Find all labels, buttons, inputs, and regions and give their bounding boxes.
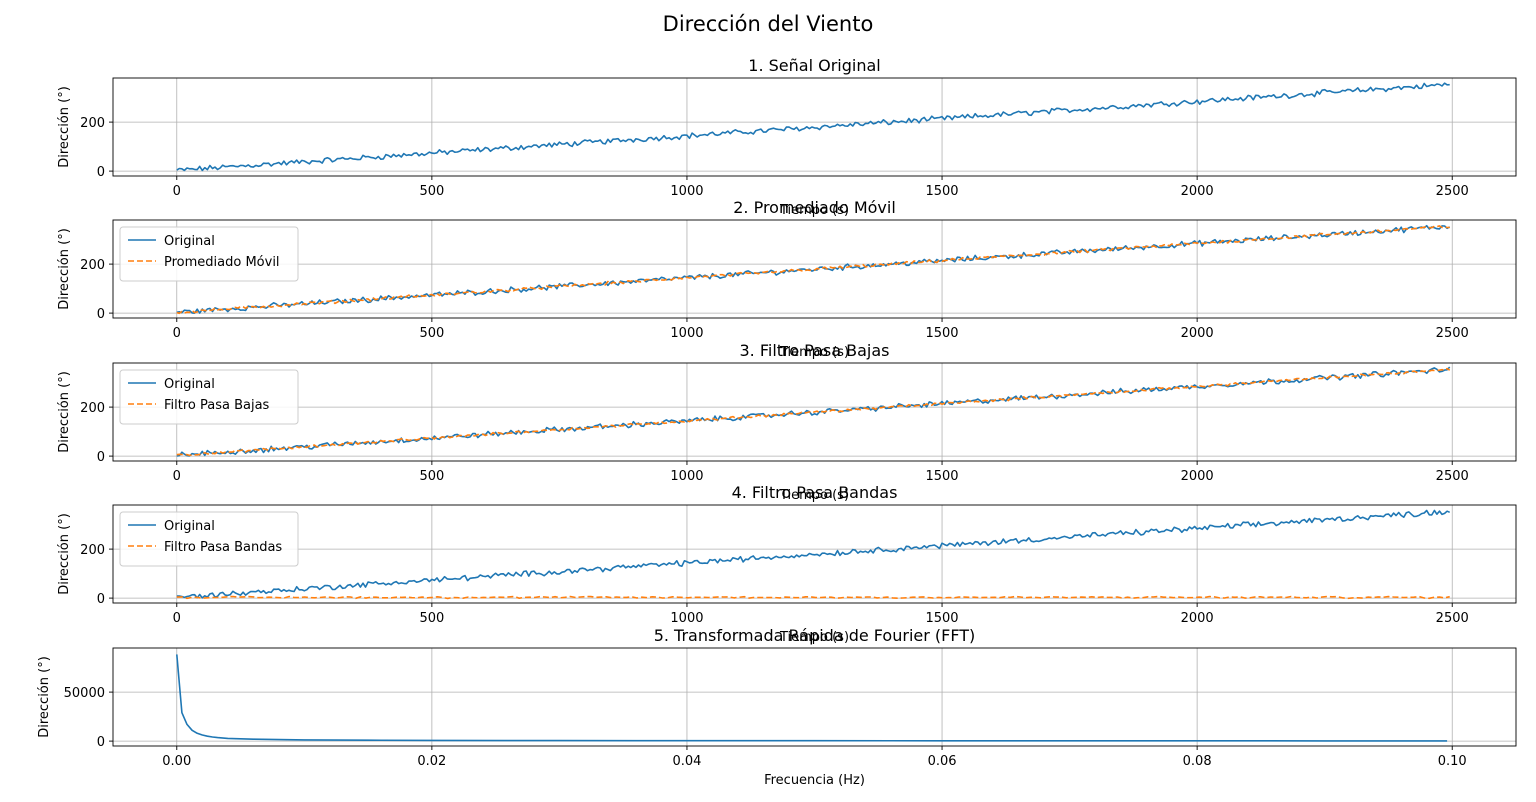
series-group — [176, 366, 1451, 457]
subplot-title: 5. Transformada Rápida de Fourier (FFT) — [654, 626, 976, 645]
y-axis-label: Dirección (°) — [57, 86, 72, 168]
subplot-title: 1. Señal Original — [748, 56, 880, 75]
x-tick-label: 500 — [419, 469, 444, 484]
y-tick-label: 0 — [97, 592, 105, 607]
x-axis-label: Tiempo (s) — [779, 203, 849, 218]
legend-label: Filtro Pasa Bajas — [164, 398, 270, 413]
series-line-filtro-pasa-bandas — [176, 595, 1450, 600]
x-tick-label: 0.06 — [928, 754, 957, 769]
subplot-title: 2. Promediado Móvil — [733, 198, 896, 217]
x-tick-label: 0.04 — [672, 754, 701, 769]
series-group — [176, 82, 1450, 172]
x-tick-label: 2500 — [1436, 469, 1469, 484]
y-tick-label: 0 — [97, 307, 105, 322]
x-axis-label: Frecuencia (Hz) — [764, 773, 865, 788]
x-tick-label: 0 — [173, 611, 181, 626]
x-tick-label: 2000 — [1181, 611, 1214, 626]
legend: Original Filtro Pasa Bajas — [119, 369, 299, 425]
y-tick-label: 0 — [97, 735, 105, 750]
x-tick-label: 2500 — [1436, 326, 1469, 341]
x-tick-label: 0.00 — [162, 754, 191, 769]
subplot-2: 0 500 1000 1500 2000 2500 0 200 2. Promediado Mó… — [57, 198, 1517, 360]
x-tick-label: 0.02 — [417, 754, 446, 769]
legend-box — [119, 369, 299, 425]
x-tick-label: 2500 — [1436, 184, 1469, 199]
x-tick-label: 0 — [173, 184, 181, 199]
y-tick-label: 0 — [97, 450, 105, 465]
y-tick-label: 200 — [80, 401, 105, 416]
x-tick-label: 1500 — [925, 184, 958, 199]
y-axis-label: Dirección (°) — [37, 656, 52, 738]
legend-label: Original — [164, 377, 215, 392]
legend-label: Filtro Pasa Bandas — [164, 540, 282, 555]
y-axis-label: Dirección (°) — [57, 371, 72, 453]
x-tick-label: 0.08 — [1183, 754, 1212, 769]
legend-box — [119, 226, 299, 282]
x-tick-label: 500 — [419, 611, 444, 626]
y-tick-label: 200 — [80, 116, 105, 131]
legend-box — [119, 511, 299, 567]
series-line-signal — [176, 654, 1448, 742]
x-tick-label: 1000 — [670, 184, 703, 199]
x-tick-label: 2000 — [1181, 184, 1214, 199]
subplot-4: 0 500 1000 1500 2000 2500 0 200 4. Filtro Pasa B… — [57, 483, 1517, 645]
x-tick-label: 500 — [419, 326, 444, 341]
legend: Original Filtro Pasa Bandas — [119, 511, 299, 567]
x-tick-label: 1500 — [925, 326, 958, 341]
series-group — [176, 509, 1451, 600]
series-line-original — [176, 509, 1451, 599]
x-tick-label: 1000 — [670, 469, 703, 484]
axes-frame — [112, 362, 1517, 462]
x-axis-label: Tiempo (s) — [779, 345, 849, 360]
axes-frame — [112, 219, 1517, 319]
legend-label: Promediado Móvil — [164, 255, 280, 270]
series-group — [176, 654, 1448, 742]
legend-label: Original — [164, 519, 215, 534]
x-tick-label: 1000 — [670, 326, 703, 341]
legend: Original Promediado Móvil — [119, 226, 299, 282]
subplot-5: 0.00 0.02 0.04 0.06 0.08 0.10 0 50000 5. Transfo… — [37, 626, 1517, 788]
x-tick-label: 2500 — [1436, 611, 1469, 626]
axes-frame — [112, 77, 1517, 177]
y-tick-label: 200 — [80, 543, 105, 558]
axes-frame — [112, 504, 1517, 604]
x-tick-label: 1500 — [925, 469, 958, 484]
x-axis-label: Tiempo (s) — [779, 630, 849, 645]
axes-frame — [112, 647, 1517, 747]
y-tick-label: 200 — [80, 258, 105, 273]
subplot-title: 4. Filtro Pasa Bandas — [732, 483, 898, 502]
x-tick-label: 2000 — [1181, 469, 1214, 484]
x-tick-label: 0 — [173, 326, 181, 341]
legend-label: Original — [164, 234, 215, 249]
x-tick-label: 1500 — [925, 611, 958, 626]
series-line-original — [176, 224, 1451, 314]
series-group — [176, 224, 1451, 315]
x-tick-label: 500 — [419, 184, 444, 199]
series-line-promediado-m-vil — [176, 225, 1450, 315]
x-tick-label: 2000 — [1181, 326, 1214, 341]
y-tick-label: 50000 — [64, 686, 105, 701]
x-tick-label: 1000 — [670, 611, 703, 626]
subplot-1: 0 500 1000 1500 2000 2500 0 200 1. Señal Origina… — [57, 56, 1517, 218]
x-tick-label: 0.10 — [1438, 754, 1467, 769]
x-tick-label: 0 — [173, 469, 181, 484]
y-tick-label: 0 — [97, 165, 105, 180]
series-line-filtro-pasa-bajas — [176, 367, 1451, 457]
y-axis-label: Dirección (°) — [57, 513, 72, 595]
figure-suptitle: Dirección del Viento — [663, 12, 874, 36]
subplot-title: 3. Filtro Pasa Bajas — [740, 341, 890, 360]
x-axis-label: Tiempo (s) — [779, 488, 849, 503]
subplot-3: 0 500 1000 1500 2000 2500 0 200 3. Filtro Pasa B… — [57, 341, 1517, 503]
y-axis-label: Dirección (°) — [57, 228, 72, 310]
series-line-signal — [176, 82, 1450, 172]
